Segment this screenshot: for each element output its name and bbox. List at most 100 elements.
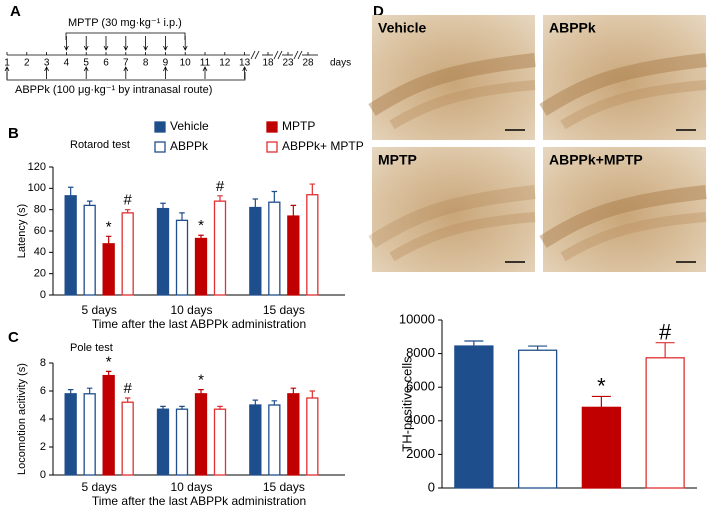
abppk-arrow [202, 66, 208, 79]
day-label: days [330, 58, 351, 69]
bar [454, 345, 494, 489]
y-axis-label: Latency (s) [16, 204, 28, 258]
bar [268, 201, 281, 296]
x-axis-label: Time after the last ABPPk administration [92, 494, 306, 508]
tissue [389, 80, 536, 130]
tissue [539, 185, 707, 248]
day-label: 9 [163, 58, 169, 69]
mptp-arrow [182, 36, 188, 51]
y-tick-label: 2000 [406, 446, 435, 461]
bar [64, 195, 77, 296]
bar [64, 393, 77, 476]
error-bar [198, 389, 204, 394]
mptp-arrow [83, 36, 89, 51]
error-bar [160, 202, 166, 209]
micrograph-label: MPTP [378, 152, 417, 168]
error-bar [198, 234, 204, 239]
abppk-arrow [163, 66, 168, 79]
significance-mark: * [198, 217, 204, 234]
x-tick-label: 5 days [81, 480, 116, 494]
abppk-arrow [83, 66, 89, 79]
day-label: 10 [180, 58, 192, 69]
tissue [560, 80, 707, 130]
error-bar [252, 399, 259, 405]
significance-mark: * [106, 353, 112, 370]
bar [268, 404, 281, 476]
subtitle: Rotarod test [70, 139, 130, 151]
bar [102, 374, 115, 476]
mptp-arrow [123, 36, 129, 51]
day-label: 8 [143, 58, 149, 69]
bar [121, 401, 134, 476]
day-label: 7 [123, 58, 129, 69]
day-label: 18 [262, 58, 274, 69]
y-tick-label: 2 [40, 441, 46, 453]
error-bar [124, 397, 131, 403]
panel-label: D [373, 3, 384, 20]
y-tick-label: 120 [28, 161, 46, 173]
error-bar [217, 405, 223, 410]
day-label: 11 [200, 58, 211, 69]
abppk-arrow [123, 66, 129, 79]
bar [249, 206, 262, 296]
micrograph [372, 15, 535, 140]
bar [645, 357, 685, 489]
day-label: 12 [219, 58, 231, 69]
significance-mark: # [123, 380, 132, 397]
error-bar [309, 183, 316, 195]
error-bar [179, 212, 185, 221]
error-bar [160, 405, 166, 410]
significance-mark: * [597, 373, 606, 398]
panel-label: C [8, 329, 19, 346]
day-label: 2 [24, 58, 30, 69]
significance-mark: # [216, 178, 225, 195]
bar [213, 200, 227, 296]
abppk-arrow [44, 66, 49, 79]
significance-mark: # [659, 319, 672, 344]
subtitle: Pole test [70, 342, 113, 354]
x-tick-label: 10 days [170, 303, 212, 317]
error-bar [591, 395, 611, 408]
x-tick-label: 10 days [170, 480, 212, 494]
bar [156, 408, 170, 476]
error-bar [67, 186, 74, 196]
error-bar [528, 345, 548, 351]
bar [581, 406, 622, 489]
day-label: 13 [239, 58, 251, 69]
bar [194, 393, 208, 476]
y-tick-label: 0 [40, 289, 46, 301]
legend-label: ABPPk [170, 139, 209, 153]
bar [249, 404, 262, 476]
micrograph [372, 147, 535, 272]
tissue [368, 185, 536, 248]
error-bar [67, 389, 74, 394]
y-tick-label: 6 [40, 385, 46, 397]
micrograph [543, 15, 706, 140]
legend-swatch [154, 141, 166, 153]
tissue [560, 212, 707, 262]
legend-label: MPTP [282, 119, 315, 133]
significance-mark: * [106, 218, 112, 235]
micrograph-label: ABPPk [549, 20, 596, 36]
error-bar [655, 342, 675, 358]
error-bar [252, 198, 259, 208]
day-label: 6 [103, 58, 109, 69]
y-tick-label: 4000 [406, 412, 435, 427]
error-bar [271, 190, 278, 203]
error-bar [464, 340, 484, 347]
y-tick-label: 0 [428, 479, 435, 494]
y-tick-label: 80 [34, 204, 46, 216]
bar [287, 393, 300, 476]
tissue [539, 53, 707, 116]
micrograph [543, 147, 706, 272]
error-bar [86, 387, 93, 394]
day-label: 23 [282, 58, 294, 69]
error-bar [290, 387, 297, 394]
mptp-arrow [143, 36, 148, 51]
legend-swatch [266, 141, 278, 153]
y-axis-label: Locomotion acitivity (s) [16, 363, 28, 475]
legend-label: Vehicle [170, 119, 209, 133]
bar [175, 408, 189, 476]
significance-mark: * [198, 372, 204, 389]
